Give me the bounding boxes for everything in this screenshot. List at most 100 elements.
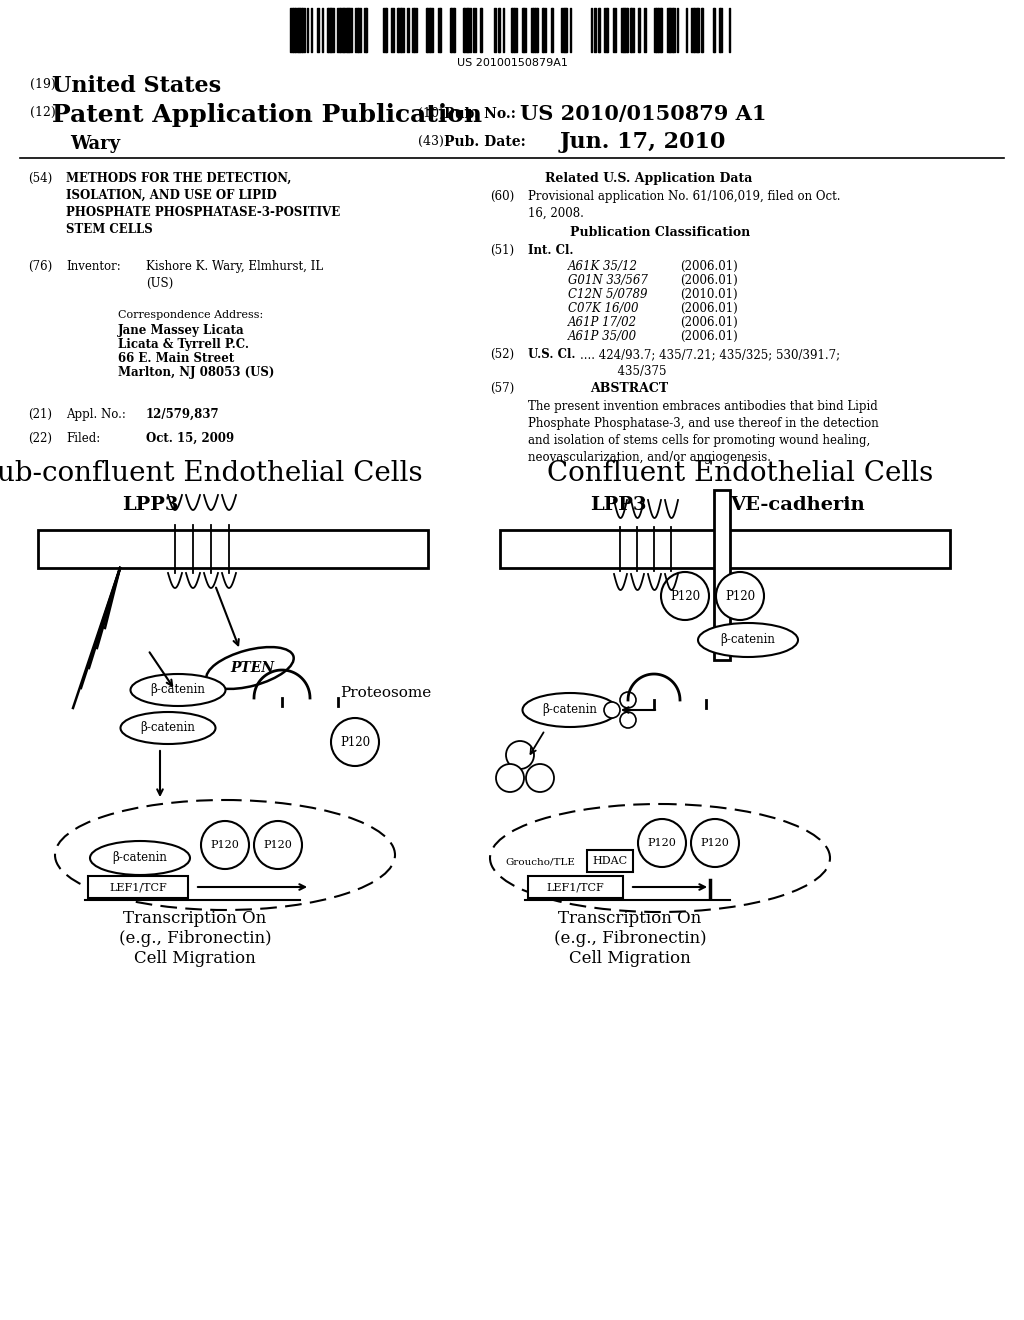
- Text: Provisional application No. 61/106,019, filed on Oct.
16, 2008.: Provisional application No. 61/106,019, …: [528, 190, 841, 220]
- Text: (43): (43): [418, 135, 443, 148]
- Text: Cell Migration: Cell Migration: [569, 950, 691, 968]
- Circle shape: [506, 741, 534, 770]
- Circle shape: [620, 692, 636, 708]
- Text: A61P 17/02: A61P 17/02: [568, 315, 637, 329]
- Text: METHODS FOR THE DETECTION,
ISOLATION, AND USE OF LIPID
PHOSPHATE PHOSPHATASE-3-P: METHODS FOR THE DETECTION, ISOLATION, AN…: [66, 172, 340, 236]
- Circle shape: [620, 711, 636, 729]
- Bar: [88, 876, 188, 898]
- Text: Jun. 17, 2010: Jun. 17, 2010: [560, 131, 726, 153]
- Text: β-catenin: β-catenin: [151, 684, 206, 697]
- Text: Inventor:: Inventor:: [66, 260, 121, 273]
- Text: (2010.01): (2010.01): [680, 288, 737, 301]
- Ellipse shape: [206, 647, 294, 689]
- Text: LEF1/TCF: LEF1/TCF: [110, 882, 167, 892]
- Text: β-catenin: β-catenin: [113, 851, 168, 865]
- Bar: [500, 531, 950, 568]
- Ellipse shape: [522, 693, 617, 727]
- Ellipse shape: [130, 675, 225, 706]
- Text: P120: P120: [211, 840, 240, 850]
- Text: (2006.01): (2006.01): [680, 260, 737, 273]
- Text: PTEN: PTEN: [230, 661, 274, 675]
- Text: (60): (60): [490, 190, 514, 203]
- Bar: [714, 490, 730, 660]
- Circle shape: [254, 821, 302, 869]
- Text: Correspondence Address:: Correspondence Address:: [118, 310, 263, 319]
- Text: 66 E. Main Street: 66 E. Main Street: [118, 352, 234, 366]
- Text: Pub. Date:: Pub. Date:: [444, 135, 525, 149]
- Text: P120: P120: [647, 838, 677, 847]
- Text: (51): (51): [490, 244, 514, 257]
- Text: P120: P120: [263, 840, 293, 850]
- Text: Kishore K. Wary, Elmhurst, IL
(US): Kishore K. Wary, Elmhurst, IL (US): [146, 260, 324, 290]
- Text: Appl. No.:: Appl. No.:: [66, 408, 126, 421]
- Text: P120: P120: [670, 590, 700, 602]
- Text: Proteosome: Proteosome: [340, 686, 431, 700]
- Circle shape: [662, 572, 709, 620]
- Text: Related U.S. Application Data: Related U.S. Application Data: [545, 172, 753, 185]
- Ellipse shape: [121, 711, 215, 744]
- Circle shape: [526, 764, 554, 792]
- Text: Confluent Endothelial Cells: Confluent Endothelial Cells: [547, 459, 933, 487]
- Text: A61P 35/00: A61P 35/00: [568, 330, 637, 343]
- Text: (e.g., Fibronectin): (e.g., Fibronectin): [119, 931, 271, 946]
- Text: (2006.01): (2006.01): [680, 302, 737, 315]
- Text: β-catenin: β-catenin: [543, 704, 597, 717]
- Circle shape: [716, 572, 764, 620]
- Text: Oct. 15, 2009: Oct. 15, 2009: [146, 432, 234, 445]
- Text: Wary: Wary: [70, 135, 120, 153]
- Circle shape: [331, 718, 379, 766]
- Text: The present invention embraces antibodies that bind Lipid
Phosphate Phosphatase-: The present invention embraces antibodie…: [528, 400, 879, 465]
- Text: Patent Application Publication: Patent Application Publication: [52, 103, 482, 127]
- Text: United States: United States: [52, 75, 221, 96]
- Text: β-catenin: β-catenin: [140, 722, 196, 734]
- Text: P120: P120: [340, 735, 370, 748]
- Text: (10): (10): [418, 107, 443, 120]
- Text: (22): (22): [28, 432, 52, 445]
- Ellipse shape: [90, 841, 190, 875]
- Bar: [38, 531, 428, 568]
- Circle shape: [496, 764, 524, 792]
- Text: (e.g., Fibronectin): (e.g., Fibronectin): [554, 931, 707, 946]
- Circle shape: [201, 821, 249, 869]
- Ellipse shape: [698, 623, 798, 657]
- Text: US 2010/0150879 A1: US 2010/0150879 A1: [520, 104, 767, 124]
- Text: U.S. Cl.: U.S. Cl.: [528, 348, 575, 360]
- Text: Transcription On: Transcription On: [558, 909, 701, 927]
- Text: ABSTRACT: ABSTRACT: [590, 381, 668, 395]
- Text: (21): (21): [28, 408, 52, 421]
- Text: (52): (52): [490, 348, 514, 360]
- Text: 12/579,837: 12/579,837: [146, 408, 219, 421]
- Text: Jane Massey Licata: Jane Massey Licata: [118, 323, 245, 337]
- Text: (12): (12): [30, 106, 55, 119]
- Text: (76): (76): [28, 260, 52, 273]
- Text: LEF1/TCF: LEF1/TCF: [546, 882, 604, 892]
- Text: A61K 35/12: A61K 35/12: [568, 260, 638, 273]
- Text: (54): (54): [28, 172, 52, 185]
- Text: Groucho/TLE: Groucho/TLE: [505, 858, 574, 866]
- Text: Publication Classification: Publication Classification: [570, 226, 751, 239]
- Text: Int. Cl.: Int. Cl.: [528, 244, 573, 257]
- Text: US 20100150879A1: US 20100150879A1: [457, 58, 567, 69]
- Text: (57): (57): [490, 381, 514, 395]
- Text: .... 424/93.7; 435/7.21; 435/325; 530/391.7;
          435/375: .... 424/93.7; 435/7.21; 435/325; 530/39…: [580, 348, 840, 378]
- Text: Filed:: Filed:: [66, 432, 100, 445]
- Text: Licata & Tyrrell P.C.: Licata & Tyrrell P.C.: [118, 338, 249, 351]
- Circle shape: [691, 818, 739, 867]
- Text: Marlton, NJ 08053 (US): Marlton, NJ 08053 (US): [118, 366, 274, 379]
- Circle shape: [638, 818, 686, 867]
- Text: C12N 5/0789: C12N 5/0789: [568, 288, 647, 301]
- Text: HDAC: HDAC: [593, 855, 628, 866]
- Text: (2006.01): (2006.01): [680, 315, 737, 329]
- Text: (19): (19): [30, 78, 55, 91]
- Text: LPP3: LPP3: [590, 496, 646, 513]
- Text: Transcription On: Transcription On: [123, 909, 266, 927]
- Text: Cell Migration: Cell Migration: [134, 950, 256, 968]
- Circle shape: [604, 702, 620, 718]
- Bar: [587, 850, 633, 873]
- Text: LPP3: LPP3: [122, 496, 178, 513]
- Text: G01N 33/567: G01N 33/567: [568, 275, 648, 286]
- Text: P120: P120: [725, 590, 755, 602]
- Text: P120: P120: [700, 838, 729, 847]
- Text: C07K 16/00: C07K 16/00: [568, 302, 639, 315]
- Ellipse shape: [55, 800, 395, 909]
